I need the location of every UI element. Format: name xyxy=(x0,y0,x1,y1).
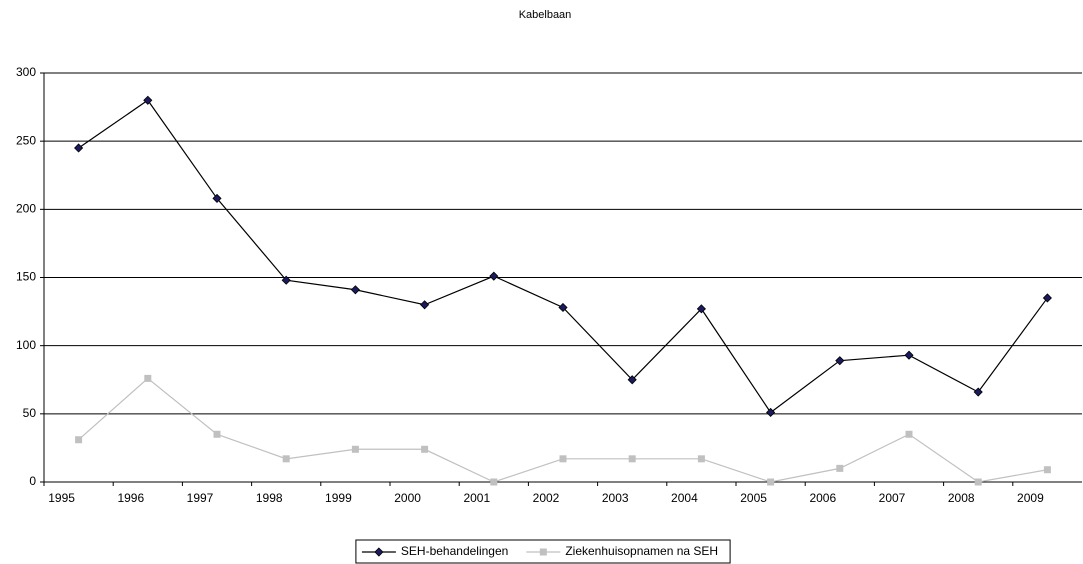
legend-label: Ziekenhuisopnamen na SEH xyxy=(565,544,718,558)
series-line xyxy=(78,99,1048,414)
y-tick-label: 250 xyxy=(16,133,36,147)
data-point xyxy=(351,445,359,453)
x-tick-label: 2004 xyxy=(671,491,698,505)
data-point xyxy=(213,430,221,438)
data-point xyxy=(558,302,568,313)
x-tick-label: 2005 xyxy=(740,491,767,505)
data-point xyxy=(766,407,776,418)
data-point xyxy=(904,350,914,360)
x-tick-label: 1995 xyxy=(48,491,75,505)
y-tick-label: 0 xyxy=(29,474,36,488)
legend-marker xyxy=(374,547,384,557)
x-tick-label: 2001 xyxy=(463,491,490,505)
x-tick-label: 2009 xyxy=(1017,491,1044,505)
data-point xyxy=(143,95,153,105)
y-tick-label: 100 xyxy=(16,338,36,352)
data-point xyxy=(836,464,844,472)
data-point xyxy=(1042,293,1052,303)
x-tick-label: 1996 xyxy=(117,491,144,505)
data-point xyxy=(697,455,705,463)
data-point xyxy=(1043,466,1051,474)
data-point xyxy=(974,478,982,486)
x-tick-label: 2006 xyxy=(809,491,836,505)
x-tick-label: 2008 xyxy=(948,491,975,505)
data-point xyxy=(696,304,706,314)
data-point xyxy=(628,455,636,463)
y-tick-label: 300 xyxy=(16,65,36,79)
x-tick-label: 2003 xyxy=(602,491,629,505)
data-point xyxy=(973,387,983,397)
data-point xyxy=(75,436,83,444)
legend: SEH-behandelingen Ziekenhuisopnamen na SE… xyxy=(355,539,731,564)
y-tick-label: 200 xyxy=(16,202,36,216)
data-point xyxy=(835,356,845,366)
data-point xyxy=(767,478,775,486)
data-point xyxy=(489,271,499,281)
x-tick-label: 1998 xyxy=(256,491,283,505)
data-point xyxy=(212,193,222,203)
data-point xyxy=(282,455,290,463)
x-tick-label: 2002 xyxy=(533,491,560,505)
y-tick-label: 50 xyxy=(23,406,37,420)
legend-label: SEH-behandelingen xyxy=(401,544,508,558)
data-point xyxy=(420,300,430,310)
data-point xyxy=(281,275,291,285)
x-tick-label: 2007 xyxy=(879,491,906,505)
x-tick-label: 1999 xyxy=(325,491,352,505)
data-point xyxy=(421,445,429,453)
x-tick-label: 1997 xyxy=(187,491,214,505)
data-point xyxy=(144,374,152,382)
series-line xyxy=(78,377,1048,483)
data-point xyxy=(559,455,567,463)
x-tick-label: 2000 xyxy=(394,491,421,505)
data-point xyxy=(905,430,913,438)
data-point xyxy=(350,285,360,295)
y-tick-label: 150 xyxy=(16,270,36,284)
data-point xyxy=(490,478,498,486)
data-point xyxy=(74,143,84,153)
chart-title: Kabelbaan xyxy=(519,9,572,21)
data-point xyxy=(627,375,637,385)
legend-marker xyxy=(539,548,547,556)
